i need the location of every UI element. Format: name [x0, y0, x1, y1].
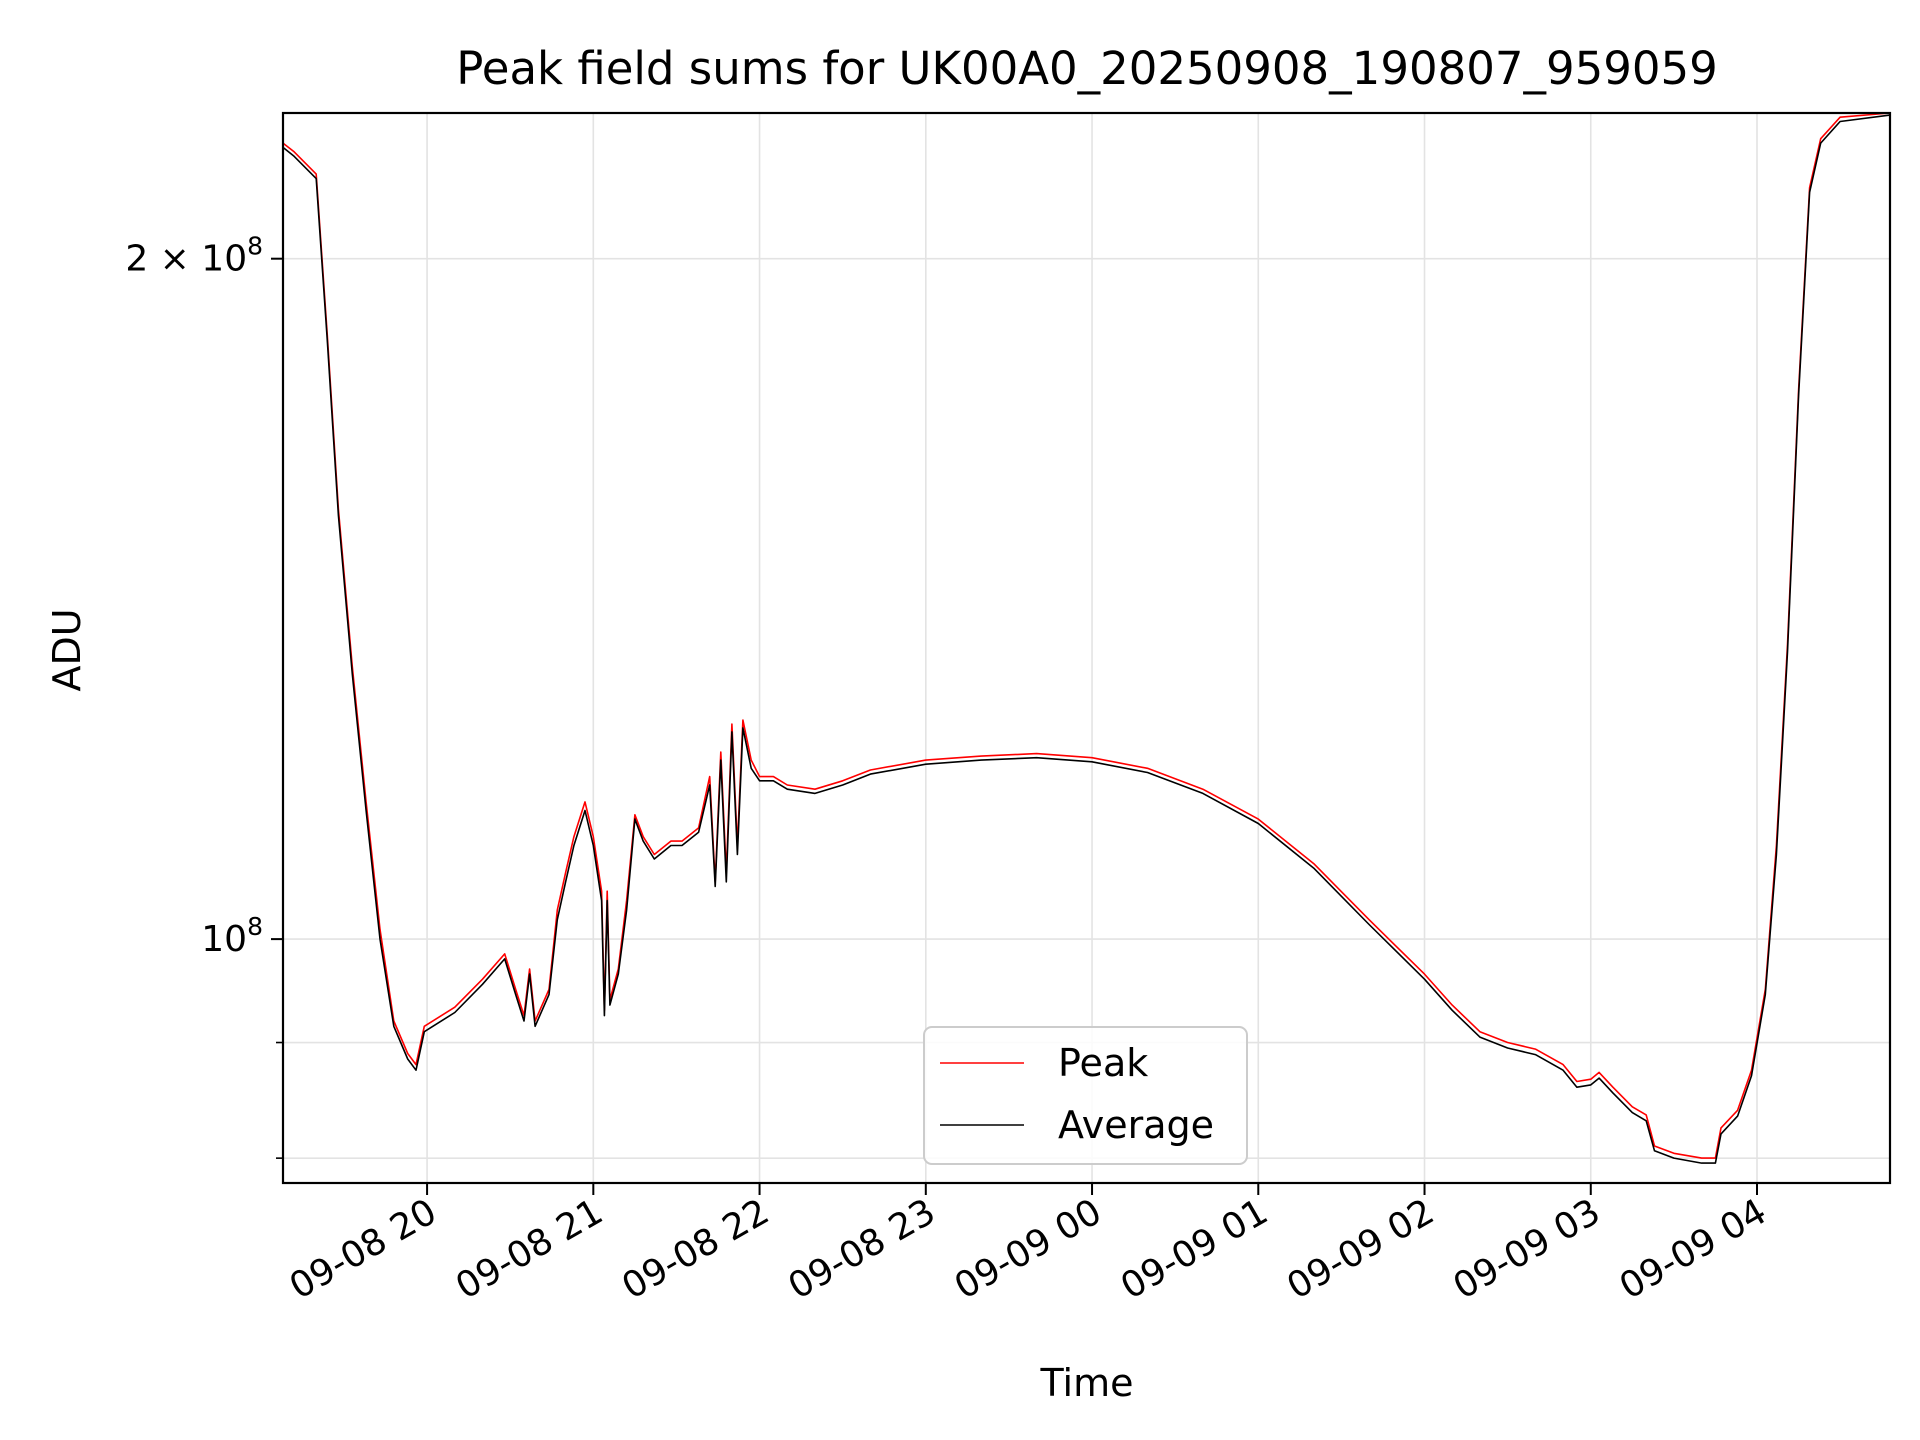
series-lines	[282, 112, 1891, 1164]
legend-label-peak: Peak	[1058, 1041, 1148, 1085]
y-tick-label: 108	[201, 912, 263, 960]
y-axis-ticks: 108 2 × 108	[125, 232, 283, 1159]
plot-frame	[281, 111, 1892, 1185]
series-line-average	[282, 114, 1891, 1164]
series-line-peak	[282, 112, 1891, 1159]
legend-label-average: Average	[1058, 1103, 1214, 1147]
chart-title: Peak field sums for UK00A0_20250908_1908…	[456, 42, 1718, 95]
legend: Peak Average	[923, 1026, 1248, 1165]
x-axis-label: Time	[1040, 1361, 1134, 1405]
y-tick-label: 2 × 108	[125, 232, 263, 280]
y-axis-label: ADU	[45, 608, 89, 691]
legend-box	[923, 1026, 1248, 1165]
